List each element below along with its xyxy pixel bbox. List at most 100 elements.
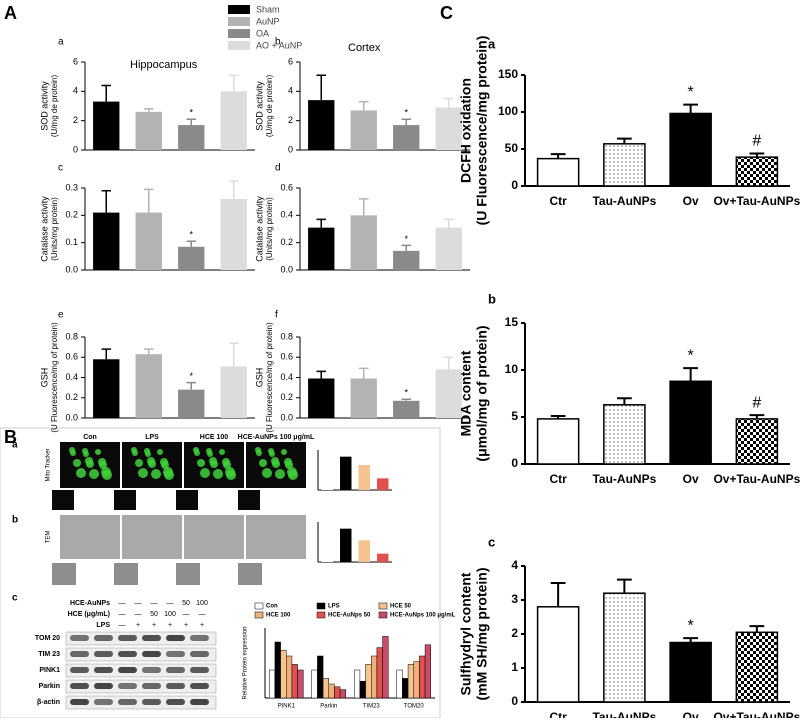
mito-signal: [135, 459, 143, 467]
mito-signal: [213, 469, 223, 479]
protein-label: TOM 20: [35, 635, 60, 642]
legend-swatch: [228, 5, 250, 14]
blot-band: [70, 651, 89, 657]
blot-band: [166, 683, 185, 689]
bar: [274, 641, 281, 699]
y-tick-label: 0: [288, 144, 293, 154]
mito-signal: [281, 449, 287, 455]
mito-signal: [99, 461, 107, 469]
x-tick-label: Ov: [683, 194, 699, 208]
mito-signal: [197, 459, 205, 467]
y-tick-label: 0.0: [280, 412, 293, 422]
legend-label: LPS: [328, 604, 340, 610]
blot-band: [190, 667, 209, 673]
y-tick-label: 4: [511, 558, 518, 572]
bar: [280, 650, 287, 699]
bar: [435, 107, 462, 150]
y-tick-label: 0.2: [65, 392, 78, 402]
error-bar: [749, 625, 765, 633]
bar: [735, 631, 779, 703]
y-tick-label: 100: [498, 104, 518, 118]
mito-signal: [269, 451, 275, 457]
bar: [350, 215, 377, 270]
bar: [382, 636, 389, 699]
bar: [536, 157, 580, 187]
mito-signal: [164, 470, 174, 480]
bar: [424, 644, 432, 699]
panel-label: A: [4, 3, 17, 23]
error-bar: [749, 152, 765, 158]
y-axis-units: (U Fluorescence/mg protein): [474, 36, 490, 226]
bar: [311, 669, 318, 699]
error-bar: [359, 198, 369, 216]
tem-inset: [176, 563, 200, 585]
blot-band: [94, 667, 113, 673]
mito-signal: [210, 460, 218, 468]
row-label: b: [12, 515, 18, 526]
x-tick-label: Tau-AuNPs: [592, 710, 656, 718]
y-tick-label: 0: [511, 694, 518, 708]
column-label: HCE-AuNPs 100 μg/mL: [238, 434, 315, 441]
x-tick-label: Tau-AuNPs: [592, 194, 656, 208]
y-tick-label: 0: [511, 456, 518, 470]
tem-inset: [238, 563, 262, 585]
treatment-mark: +: [152, 622, 156, 629]
legend-swatch: [228, 41, 250, 50]
legend-swatch: [378, 611, 388, 619]
blot-band: [166, 699, 185, 705]
y-tick-label: 3: [511, 592, 518, 606]
legend-label: HCE 50: [390, 604, 412, 610]
y-tick-label: 0.4: [280, 210, 293, 220]
blot-band: [190, 699, 209, 705]
bar: [93, 101, 120, 150]
mito-signal: [73, 459, 81, 467]
tem-image: [246, 515, 306, 559]
bar: [135, 111, 162, 150]
mito-signal: [200, 468, 210, 478]
bar: [308, 100, 335, 150]
bar: [603, 404, 646, 465]
y-axis-units: (U/mg de protein): [265, 75, 274, 138]
chart-label: e: [58, 310, 64, 321]
error-bar: [683, 637, 699, 643]
tem-inset: [52, 563, 76, 585]
legend-swatch: [316, 602, 326, 610]
legend-swatch: [228, 17, 250, 26]
error-bar: [316, 370, 326, 379]
error-bar: [401, 244, 411, 251]
y-tick-label: 5: [511, 409, 518, 423]
treatment-label: HCE (μg/mL): [68, 611, 110, 618]
bar: [339, 689, 347, 699]
tem-image: [184, 515, 244, 559]
error-bar: [616, 137, 632, 144]
chart-subtitle: Cortex: [348, 42, 381, 54]
error-bar: [229, 180, 239, 199]
bar: [735, 418, 779, 465]
y-axis-label: SOD activity: [39, 81, 49, 131]
bar: [435, 227, 462, 270]
treatment-mark: —: [151, 600, 158, 607]
protein-label: TIM 23: [38, 651, 60, 658]
mito-signal: [151, 469, 161, 479]
bar: [419, 655, 426, 699]
bar: [291, 664, 298, 699]
chart-label: a: [58, 37, 64, 48]
blot-band: [70, 667, 89, 673]
treatment-mark: —: [199, 611, 206, 618]
bar: [435, 369, 462, 418]
mito-signal: [194, 450, 200, 456]
chart-label: b: [275, 37, 281, 48]
bar: [393, 400, 420, 418]
bar: [669, 112, 712, 187]
error-bar: [144, 188, 154, 213]
bar: [359, 680, 366, 699]
error-bar: [616, 578, 632, 594]
mito-signal: [275, 469, 285, 479]
treatment-mark: 50: [182, 600, 190, 607]
y-axis-label: DCFH oxidation: [458, 78, 474, 183]
y-tick-label: 6: [73, 56, 78, 66]
y-tick-label: 0: [73, 144, 78, 154]
bar: [376, 647, 383, 699]
y-tick-label: 4: [288, 86, 293, 96]
mito-signal: [102, 470, 112, 480]
